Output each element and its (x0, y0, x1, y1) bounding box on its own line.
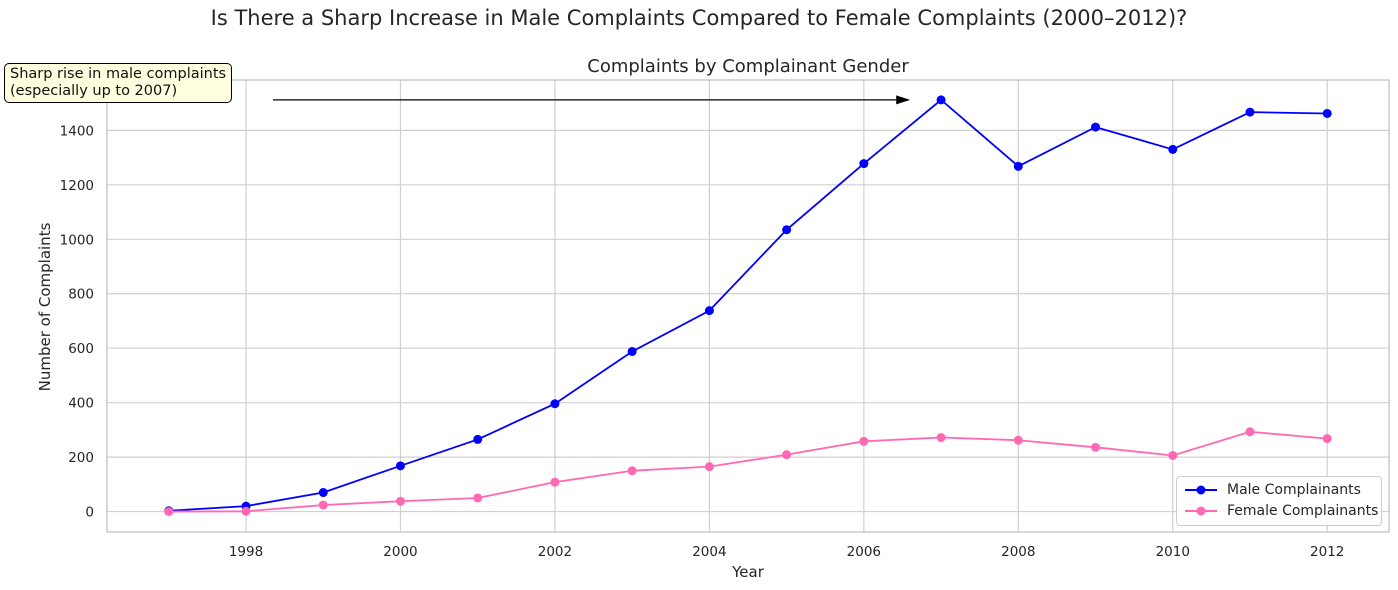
annotation-line-2: (especially up to 2007) (10, 83, 178, 99)
grid-lines (107, 80, 1389, 532)
plot-frame (106, 79, 1390, 533)
data-point-male (627, 346, 637, 356)
data-point-male (936, 95, 946, 105)
x-tick-label: 2008 (1001, 544, 1035, 560)
data-point-female (936, 433, 946, 443)
y-tick-label: 800 (68, 287, 94, 303)
legend-item-female: Female Complainants (1185, 501, 1378, 521)
series-line-male (168, 98, 1328, 512)
x-tick-label: 2004 (692, 544, 726, 560)
data-point-male (1168, 144, 1178, 154)
annotation-box: Sharp rise in male complaints (especiall… (4, 63, 233, 103)
legend-label-female: Female Complainants (1227, 503, 1379, 519)
data-point-male (1013, 161, 1023, 171)
y-tick-label: 200 (68, 450, 94, 466)
data-point-female (1245, 427, 1255, 437)
data-point-female (1013, 435, 1023, 445)
data-point-female (704, 462, 714, 472)
annotation-line-1: Sharp rise in male complaints (10, 66, 227, 82)
legend-label-male: Male Complainants (1227, 482, 1361, 498)
chart-legend: Male Complainants Female Complainants (1176, 476, 1382, 526)
x-tick-label: 2000 (383, 544, 417, 560)
y-axis-ticks: 0 200 400 600 800 1000 1200 1400 (60, 123, 94, 520)
x-tick-label: 1998 (229, 544, 263, 560)
data-point-male (704, 306, 714, 316)
y-tick-label: 400 (68, 396, 94, 412)
y-tick-label: 1200 (60, 178, 94, 194)
legend-item-male: Male Complainants (1185, 480, 1361, 500)
x-axis-label: Year (731, 563, 765, 581)
figure-suptitle: Is There a Sharp Increase in Male Compla… (210, 6, 1188, 30)
x-tick-label: 2002 (538, 544, 572, 560)
data-point-male (395, 461, 405, 471)
series-layer (164, 95, 1332, 517)
data-point-female (1168, 450, 1178, 460)
arrow-head-icon (896, 95, 911, 105)
legend-swatch-male-icon (1185, 485, 1217, 495)
data-point-female (550, 477, 560, 487)
data-point-female (782, 450, 792, 460)
x-axis-ticks: 1998 2000 2002 2004 2006 2008 2010 2012 (229, 544, 1345, 560)
data-point-female (859, 436, 869, 446)
series-female (164, 427, 1332, 517)
data-point-female (318, 500, 328, 510)
x-tick-label: 2012 (1310, 544, 1344, 560)
series-line-female (168, 430, 1328, 513)
y-tick-label: 1000 (60, 232, 94, 248)
data-point-male (1322, 108, 1332, 118)
data-point-female (1091, 442, 1101, 452)
data-point-female (627, 466, 637, 476)
data-point-male (782, 225, 792, 235)
y-axis-label: Number of Complaints (36, 222, 54, 391)
legend-swatch-female-icon (1185, 506, 1217, 516)
data-point-female (164, 507, 174, 517)
chart-title: Complaints by Complainant Gender (587, 56, 909, 77)
data-point-male (473, 434, 483, 444)
data-point-female (395, 496, 405, 506)
data-point-male (318, 488, 328, 498)
data-point-female (241, 506, 251, 516)
y-tick-label: 0 (85, 505, 94, 521)
annotation-arrow (273, 95, 911, 105)
data-point-female (473, 493, 483, 503)
data-point-male (1091, 122, 1101, 132)
x-tick-label: 2010 (1156, 544, 1190, 560)
data-point-male (859, 159, 869, 169)
data-point-male (1245, 107, 1255, 117)
y-tick-label: 1400 (60, 123, 94, 139)
y-tick-label: 600 (68, 341, 94, 357)
data-point-female (1322, 434, 1332, 444)
x-tick-label: 2006 (847, 544, 881, 560)
data-point-male (550, 399, 560, 409)
series-male (164, 95, 1332, 516)
